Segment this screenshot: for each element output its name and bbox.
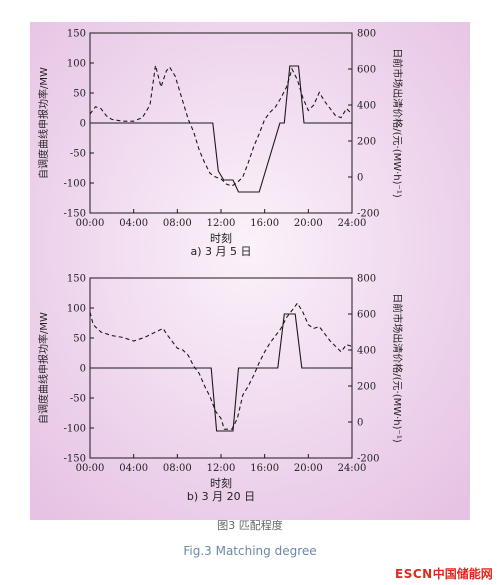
y-left-tick-label: 150 xyxy=(67,274,86,285)
y-left-tick-label: -150 xyxy=(64,454,86,465)
y-left-axis-label: 自调度曲线申报功率/MW xyxy=(37,312,50,424)
series-declared-power-line xyxy=(90,65,352,193)
y-right-tick-label: 200 xyxy=(357,382,376,393)
x-tick-label: 08:00 xyxy=(163,218,192,229)
y-right-tick-label: 800 xyxy=(357,29,376,40)
x-axis-label: 时刻 xyxy=(210,231,232,245)
logo-latin: ESCN xyxy=(395,567,433,581)
y-right-tick-label: 800 xyxy=(357,274,376,285)
y-right-tick-label: 600 xyxy=(357,310,376,321)
y-left-tick-label: -100 xyxy=(64,424,86,435)
x-tick-label: 12:00 xyxy=(207,463,236,474)
y-right-tick-label: 0 xyxy=(357,173,363,184)
x-tick-label: 08:00 xyxy=(163,463,192,474)
y-left-tick-label: -100 xyxy=(64,179,86,190)
y-left-tick-label: -50 xyxy=(70,394,86,405)
x-tick-label: 20:00 xyxy=(294,463,323,474)
x-tick-label: 24:00 xyxy=(338,218,367,229)
x-tick-label: 04:00 xyxy=(119,218,148,229)
chart-1: 00:00 04:00 08:00 12:00 16:00 20:00 24:00 150 10… xyxy=(37,29,404,259)
y-right-axis-label: 日前市场出清价格/(元·(MW·h)⁻¹) xyxy=(391,48,404,198)
y-right-tick-label: 400 xyxy=(357,101,376,112)
y-left-tick-label: 100 xyxy=(67,304,86,315)
x-tick-label: 16:00 xyxy=(250,463,279,474)
y-right-tick-label: -200 xyxy=(357,209,379,220)
y-left-tick-label: 150 xyxy=(67,29,86,40)
chart-2: 00:00 04:00 08:00 12:00 16:00 20:00 24:00 150 10… xyxy=(37,274,404,504)
panel-background xyxy=(30,22,470,520)
y-right-tick-label: -200 xyxy=(357,454,379,465)
logo-cjk: 中国储能网 xyxy=(432,567,493,581)
y-left-tick-label: 100 xyxy=(67,59,86,70)
y-right-axis-label: 日前市场出清价格/(元·(MW·h)⁻¹) xyxy=(391,293,404,443)
y-left-tick-label: 0 xyxy=(80,364,86,375)
x-tick-label: 20:00 xyxy=(294,218,323,229)
y-right-tick-label: 600 xyxy=(357,65,376,76)
x-tick-label: 12:00 xyxy=(207,218,236,229)
y-left-tick-label: 50 xyxy=(73,334,86,345)
y-right-tick-label: 400 xyxy=(357,346,376,357)
figure-caption-cn: 图3 匹配程度 xyxy=(217,519,283,532)
series-clearing-price-line xyxy=(89,65,353,187)
x-tick-label: 24:00 xyxy=(338,463,367,474)
charts-layer: 00:00 04:00 08:00 12:00 16:00 20:00 24:00 150 10… xyxy=(37,29,404,504)
x-tick-label: 16:00 xyxy=(250,218,279,229)
chart-subtitle: a) 3 月 5 日 xyxy=(190,245,251,258)
x-tick-label: 04:00 xyxy=(119,463,148,474)
y-right-tick-label: 0 xyxy=(357,418,363,429)
x-tick-label: 00:00 xyxy=(76,218,105,229)
chart-subtitle: b) 3 月 20 日 xyxy=(187,490,255,503)
y-left-tick-label: 0 xyxy=(80,119,86,130)
x-axis-label: 时刻 xyxy=(210,476,232,490)
y-left-axis-label: 自调度曲线申报功率/MW xyxy=(37,67,50,179)
figure-caption-en: Fig.3 Matching degree xyxy=(183,544,317,558)
y-left-tick-label: -50 xyxy=(70,149,86,160)
y-left-tick-label: -150 xyxy=(64,209,86,220)
series-clearing-price-line xyxy=(89,302,353,430)
x-tick-label: 00:00 xyxy=(76,463,105,474)
escn-logo: ESCN中国储能网 xyxy=(395,565,493,582)
series-declared-power-line xyxy=(90,313,352,432)
y-left-tick-label: 50 xyxy=(73,89,86,100)
y-right-tick-label: 200 xyxy=(357,137,376,148)
